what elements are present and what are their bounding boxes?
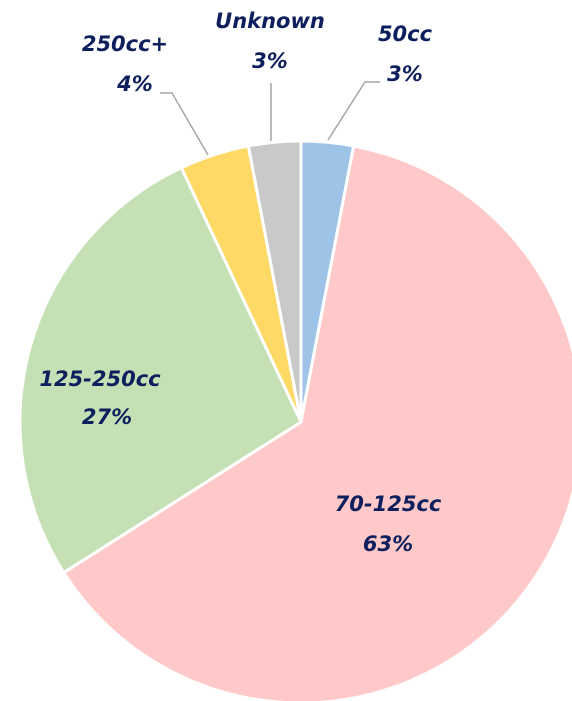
slice-value-label: 3% (252, 49, 288, 73)
slice-label: 125-250cc (39, 367, 161, 391)
slice-label: 70-125cc (335, 492, 442, 516)
slice-value-label: 4% (116, 72, 153, 96)
slice-label: Unknown (215, 9, 325, 33)
pie-slice (18, 165, 303, 575)
leader-line (160, 92, 209, 156)
pie-slice (246, 139, 303, 423)
slice-label: 250cc+ (82, 32, 168, 56)
pie-slice (61, 144, 572, 701)
slice-label: 50cc (378, 22, 433, 46)
slice-value-label: 3% (387, 62, 423, 86)
slice-value-label: 63% (363, 532, 413, 556)
slice-value-label: 27% (82, 405, 132, 429)
leader-line (327, 81, 380, 141)
